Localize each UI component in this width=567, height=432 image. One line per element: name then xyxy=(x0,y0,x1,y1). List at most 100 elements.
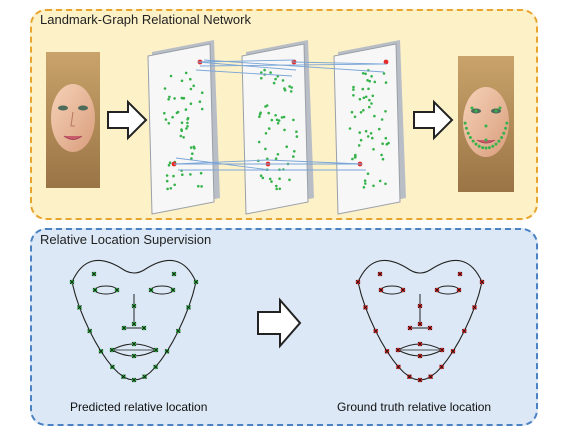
landmark-point xyxy=(497,140,500,143)
graph-node xyxy=(277,122,280,125)
graph-node xyxy=(185,72,188,75)
landmark-point xyxy=(469,136,472,139)
graph-node xyxy=(367,172,370,175)
arrow-right-icon xyxy=(108,102,146,138)
graph-node xyxy=(296,135,299,138)
graph-node xyxy=(295,130,298,133)
graph-node xyxy=(268,127,271,130)
graph-node xyxy=(360,139,363,142)
graph-node xyxy=(182,97,185,100)
landmark-point xyxy=(495,143,498,146)
face-forehead xyxy=(72,260,196,282)
graph-node xyxy=(362,72,365,75)
graph-node xyxy=(284,89,287,92)
graph-node xyxy=(273,82,276,85)
graph-node xyxy=(166,188,169,191)
graph-node xyxy=(290,90,293,93)
graph-node xyxy=(169,161,172,164)
graph-node xyxy=(292,155,295,158)
graph-node xyxy=(364,73,367,76)
graph-node xyxy=(166,174,169,177)
predicted-face-graph xyxy=(70,260,199,382)
graph-node xyxy=(180,135,183,138)
eye-outline xyxy=(151,286,173,294)
graph-node xyxy=(385,81,388,84)
graph-node xyxy=(262,177,265,180)
graph-node xyxy=(282,79,285,82)
graph-node xyxy=(281,116,284,119)
landmark-point xyxy=(495,110,498,113)
graph-node xyxy=(293,150,296,153)
graph-node xyxy=(275,188,278,191)
graph-node xyxy=(172,175,175,178)
face-photo-output xyxy=(458,56,514,192)
graph-node xyxy=(258,141,261,144)
landmark-point xyxy=(491,145,494,148)
graph-node xyxy=(265,132,268,135)
graph-node xyxy=(378,128,381,131)
graph-node xyxy=(264,105,267,108)
graph-node xyxy=(274,114,277,117)
graph-node xyxy=(181,173,184,176)
graph-node xyxy=(288,85,291,88)
graph-node xyxy=(260,71,263,74)
graph-node xyxy=(278,119,281,122)
landmark-point xyxy=(467,132,470,135)
graph-node xyxy=(360,111,363,114)
landmark-point xyxy=(488,146,491,149)
panel-title: Landmark-Graph Relational Network xyxy=(40,12,251,27)
graph-node xyxy=(380,154,383,157)
graph-node xyxy=(387,142,390,145)
graph-node xyxy=(170,187,173,190)
graph-node xyxy=(352,86,355,89)
graph-node xyxy=(373,115,376,118)
landmark-point xyxy=(485,139,488,142)
graph-node xyxy=(168,96,171,99)
landmark-point xyxy=(505,122,508,125)
landmark-point xyxy=(475,143,478,146)
graph-node xyxy=(379,180,382,183)
graph-node xyxy=(260,174,263,177)
graph-node xyxy=(384,183,387,186)
graph-node xyxy=(269,178,272,181)
graph-node xyxy=(185,127,188,130)
graph-node xyxy=(278,177,281,180)
graph-node xyxy=(260,77,263,80)
graph-node xyxy=(285,145,288,148)
graph-node xyxy=(382,158,385,161)
landmark-point xyxy=(481,146,484,149)
graph-node xyxy=(292,119,295,122)
graph-node xyxy=(264,148,267,151)
face-forehead xyxy=(358,260,482,282)
graph-node xyxy=(381,118,384,121)
graph-node xyxy=(362,88,365,91)
graph-node xyxy=(349,127,352,130)
graph-node xyxy=(191,152,194,155)
graph-node xyxy=(190,102,193,105)
graph-node xyxy=(358,131,361,134)
landmark-point xyxy=(504,127,507,130)
graph-node xyxy=(168,164,171,167)
landmark-point xyxy=(485,125,488,128)
ground-truth-face-graph xyxy=(356,260,485,382)
graph-node xyxy=(197,185,200,188)
face-photo-input xyxy=(46,52,100,188)
graph-node xyxy=(259,113,262,116)
graph-node xyxy=(352,88,355,91)
graph-node xyxy=(263,69,266,72)
graph-node xyxy=(166,180,169,183)
graph-node xyxy=(371,137,374,140)
graph-node xyxy=(271,119,274,122)
graph-node xyxy=(270,180,273,183)
landmark-point xyxy=(465,127,468,130)
graph-node xyxy=(381,142,384,145)
graph-node xyxy=(288,179,291,182)
graph-node xyxy=(199,100,202,103)
graph-node xyxy=(363,186,366,189)
graph-node xyxy=(185,108,188,111)
graph-node xyxy=(164,87,167,90)
graph-node xyxy=(275,185,278,188)
graph-node xyxy=(163,112,166,115)
graph-node xyxy=(365,96,368,99)
